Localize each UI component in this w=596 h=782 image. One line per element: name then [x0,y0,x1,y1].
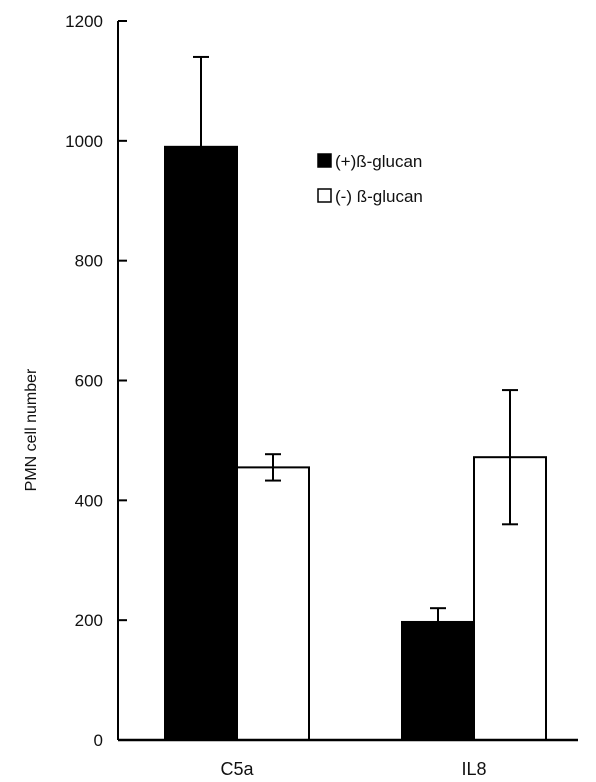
legend: (+)ß-glucan (-) ß-glucan [317,152,423,206]
legend-label: (-) ß-glucan [335,187,423,206]
category-labels: C5a IL8 [220,759,486,779]
y-tick-label: 200 [75,611,103,630]
legend-swatch [317,153,332,168]
y-axis-ticks: 0 200 400 600 800 1000 1200 [65,12,127,750]
bars [164,145,547,742]
x-tick-label: C5a [220,759,254,779]
y-tick-label: 400 [75,491,103,510]
y-tick-label: 1000 [65,132,103,151]
y-tick-label: 1200 [65,12,103,31]
error-bars [193,55,518,622]
bar-plus-il8 [401,620,475,742]
y-tick-label: 0 [94,731,103,750]
y-tick-label: 600 [75,372,103,391]
x-tick-label: IL8 [461,759,486,779]
bar-plus-c5a [164,145,238,741]
y-axis-label: PMN cell number [23,368,40,491]
legend-label: (+)ß-glucan [335,152,422,171]
legend-swatch [317,188,332,203]
y-tick-label: 800 [75,252,103,271]
bar-minus-c5a [236,466,310,741]
